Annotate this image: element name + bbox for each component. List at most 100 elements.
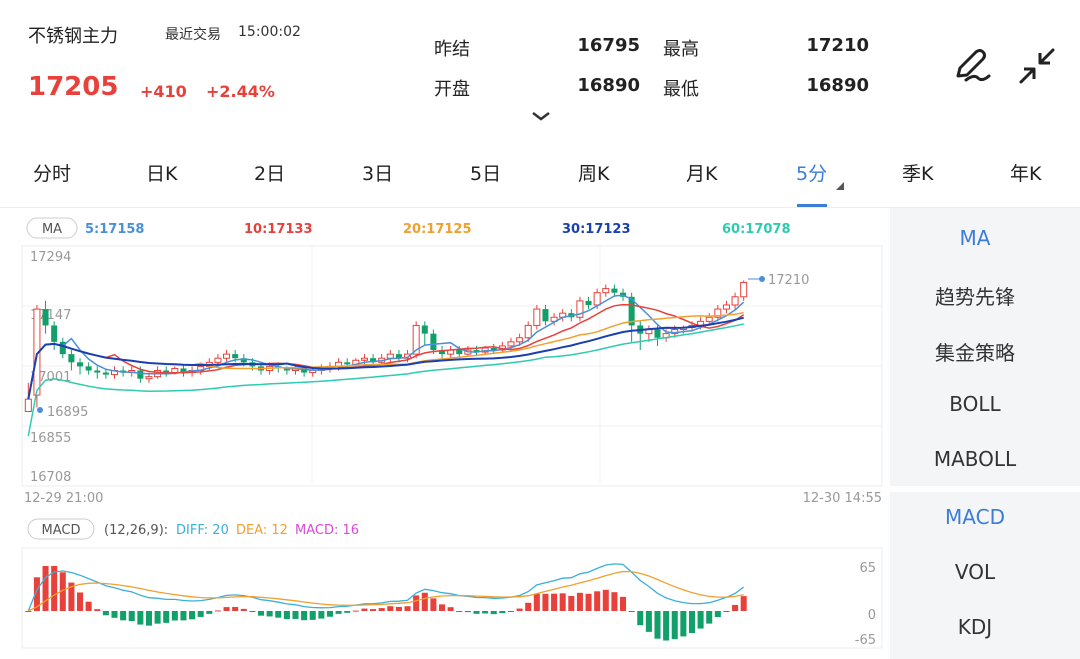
macd-bar xyxy=(180,611,187,621)
tab-5min[interactable]: 5分 xyxy=(796,163,828,185)
macd-bar xyxy=(594,591,601,611)
macd-bar xyxy=(482,611,489,614)
macd-bar xyxy=(137,611,144,625)
price-change-pct: +2.44% xyxy=(206,82,275,101)
low-label: 最低 xyxy=(663,79,699,100)
macd-bar xyxy=(525,602,532,611)
caret-down-icon[interactable] xyxy=(836,182,844,190)
ma60-line xyxy=(27,323,744,437)
candle-body xyxy=(456,350,463,355)
candle-body xyxy=(473,350,480,353)
tab-2day[interactable]: 2日 xyxy=(254,163,286,185)
macd-bar xyxy=(645,611,652,632)
macd-group xyxy=(25,563,747,641)
ma10-legend: 10:17133 xyxy=(244,222,313,237)
indicator-trend-pioneer[interactable]: 趋势先锋 xyxy=(935,285,1015,309)
macd-bar xyxy=(620,596,627,611)
candle-body xyxy=(77,362,84,367)
macd-bar xyxy=(706,611,713,624)
macd-bar xyxy=(25,611,32,612)
macd-badge[interactable] xyxy=(27,518,95,540)
tab-yearly-k[interactable]: 年K xyxy=(1010,163,1042,185)
candle-body xyxy=(137,370,144,379)
indicator-vol[interactable]: VOL xyxy=(954,560,996,584)
candle-body xyxy=(507,341,515,347)
collapse-icon[interactable] xyxy=(1017,46,1057,86)
price-change: +410 xyxy=(140,82,187,101)
macd-bar xyxy=(189,611,196,620)
tab-monthly-k[interactable]: 月K xyxy=(686,163,718,185)
macd-bar xyxy=(447,607,454,611)
tab-weekly-k[interactable]: 周K xyxy=(578,163,610,185)
candle-body xyxy=(654,329,661,338)
candle-body xyxy=(214,357,222,363)
candle-body xyxy=(628,296,635,326)
candle-body xyxy=(360,357,368,361)
candle-body xyxy=(524,324,532,339)
last-trade-label: 最近交易 xyxy=(165,27,221,43)
tab-3day[interactable]: 3日 xyxy=(362,163,394,185)
ma-badge[interactable] xyxy=(26,217,78,239)
macd-bar xyxy=(33,577,40,611)
low-marker-label: 16895 xyxy=(47,405,88,420)
indicator-ma[interactable]: MA xyxy=(959,226,991,250)
macd-bar xyxy=(688,611,695,634)
macd-bar xyxy=(318,611,325,619)
tab-intraday[interactable]: 分时 xyxy=(33,163,72,185)
candle-body xyxy=(516,337,524,343)
macd-value: MACD: 16 xyxy=(295,523,359,538)
macd-bar xyxy=(611,592,618,611)
end-time-label: 12-30 14:55 xyxy=(803,491,882,506)
ma5-legend: 5:17158 xyxy=(85,222,144,237)
candle-body xyxy=(59,341,66,355)
low-marker-dot xyxy=(37,407,43,413)
tab-quarterly-k[interactable]: 季K xyxy=(902,163,934,185)
start-time-label: 12-29 21:00 xyxy=(24,491,103,506)
macd-bar xyxy=(421,592,428,611)
tab-daily-k[interactable]: 日K xyxy=(146,163,178,185)
macd-bar xyxy=(654,611,661,639)
macd-dea-line xyxy=(28,570,744,612)
low-value: 16890 xyxy=(806,75,869,96)
indicator-gold-strategy[interactable]: 集金策略 xyxy=(935,341,1015,365)
macd-bar xyxy=(507,611,514,612)
ma-lines-group xyxy=(27,294,745,437)
kline-chart[interactable]: MA 5:17158 10:17133 20:17125 30:17123 60… xyxy=(0,208,888,659)
macd-bar xyxy=(559,593,566,611)
candle-body xyxy=(611,288,618,293)
candle-body xyxy=(94,370,101,373)
indicator-macd[interactable]: MACD xyxy=(945,505,1005,529)
candle-body xyxy=(593,292,601,306)
candle-body xyxy=(602,288,610,294)
macd-bar xyxy=(102,611,109,616)
candle-body xyxy=(51,325,58,342)
prev-close-value: 16795 xyxy=(577,35,640,56)
ma5-line xyxy=(27,294,745,400)
candle-body xyxy=(722,304,730,310)
indicator-boll[interactable]: BOLL xyxy=(949,392,1001,416)
candle-body xyxy=(731,296,739,306)
candle-body xyxy=(533,308,541,326)
indicator-maboll[interactable]: MABOLL xyxy=(933,447,1017,471)
active-tab-indicator xyxy=(797,204,827,207)
macd-bar xyxy=(680,611,687,637)
candle-body xyxy=(171,367,179,374)
macd-bar xyxy=(740,596,747,611)
macd-diff: DIFF: 20 xyxy=(176,523,229,538)
chevron-down-icon[interactable] xyxy=(530,108,552,124)
macd-bar xyxy=(266,611,273,617)
ma-badge-label: MA xyxy=(42,222,62,237)
candle-body xyxy=(585,300,592,305)
pen-icon[interactable] xyxy=(952,46,992,86)
indicator-side-menu: MA 趋势先锋 集金策略 BOLL MABOLL MACD VOL KDJ xyxy=(890,208,1080,659)
period-tabs: 分时 日K 2日 3日 5日 周K 月K 5分 季K 年K xyxy=(0,150,1080,208)
macd-badge-label: MACD xyxy=(42,523,81,538)
tab-5day[interactable]: 5日 xyxy=(470,163,502,185)
indicator-kdj[interactable]: KDJ xyxy=(957,615,993,639)
candle-body xyxy=(404,353,412,359)
macd-bar xyxy=(551,593,558,611)
macd-bar xyxy=(301,611,308,621)
macd-bar xyxy=(223,607,230,611)
candle-body xyxy=(223,353,231,359)
ma30-legend: 30:17123 xyxy=(562,222,631,237)
